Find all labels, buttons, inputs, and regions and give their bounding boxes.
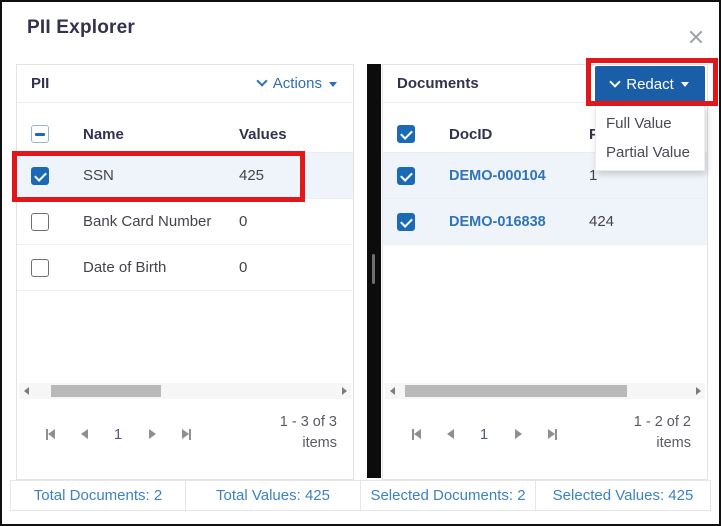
scrollbar-track[interactable] [33,383,337,399]
selected-documents-stat: Selected Documents: 2 [360,481,535,510]
chevron-down-icon [256,75,268,87]
horizontal-scrollbar[interactable] [19,383,351,399]
row-checkbox[interactable] [31,212,49,231]
table-row-doc2[interactable]: DEMO-016838 424 [383,199,707,245]
scroll-right-icon[interactable] [337,383,351,399]
scrollbar-track[interactable] [399,383,691,399]
table-row-date-of-birth[interactable]: Date of Birth 0 [17,245,353,291]
next-page-button[interactable] [501,419,535,449]
scroll-right-icon[interactable] [691,383,705,399]
pager-info: 1 - 2 of 2 items [634,408,691,460]
docid-link[interactable]: DEMO-000104 [449,168,546,184]
row-checkbox[interactable] [397,212,415,231]
panel-splitter[interactable] [367,64,381,478]
pii-values-cell: 0 [239,259,248,276]
selected-values-stat: Selected Values: 425 [535,481,710,510]
next-page-button[interactable] [135,419,169,449]
menu-item-full-value[interactable]: Full Value [606,115,672,132]
pii-panel-header: PII Actions [17,65,353,103]
close-icon [688,29,704,45]
pii-name-cell: Bank Card Number [83,213,212,230]
current-page-button[interactable]: 1 [479,425,489,443]
chevron-down-icon [609,75,621,88]
row-checkbox[interactable] [397,166,415,185]
total-values-stat: Total Values: 425 [185,481,360,510]
redact-button-label: Redact [626,75,674,93]
scrollbar-thumb[interactable] [404,385,627,397]
scroll-left-icon[interactable] [385,383,399,399]
pii-name-cell: SSN [83,167,114,184]
dropdown-caret-icon [329,81,337,87]
pii-values-cell: 0 [239,213,248,230]
column-header-values[interactable]: Values [239,125,287,143]
select-all-checkbox[interactable] [397,125,415,143]
prev-page-button[interactable] [433,419,467,449]
page-title: PII Explorer [27,17,135,38]
pii-panel-title: PII [31,75,50,92]
pager-info: 1 - 3 of 3 items [280,408,337,460]
last-page-button[interactable] [535,419,569,449]
documents-panel-header: Documents Redact [383,65,707,103]
table-row-bank-card[interactable]: Bank Card Number 0 [17,199,353,245]
actions-dropdown-label: Actions [272,75,322,92]
dropdown-caret-icon [680,82,689,87]
close-button[interactable] [687,28,705,46]
current-page-button[interactable]: 1 [113,425,123,443]
row-checkbox[interactable] [31,166,49,185]
column-header-values[interactable]: P [589,125,600,143]
pager-info-unit: items [656,435,691,451]
total-documents-stat: Total Documents: 2 [33,487,163,504]
documents-panel-title: Documents [397,75,479,92]
prev-page-button[interactable] [67,419,101,449]
doc-values-cell: 1 [589,167,598,184]
doc-values-cell: 424 [589,213,615,230]
menu-item-partial-value[interactable]: Partial Value [606,144,690,161]
column-header-name[interactable]: Name [83,125,124,143]
last-page-button[interactable] [169,419,203,449]
splitter-handle-icon [372,254,375,284]
pii-table-header: Name Values [17,116,353,153]
pii-panel: PII Actions Name Values SSN 425 Bank Car… [16,64,354,480]
select-all-checkbox[interactable] [31,125,49,143]
docid-link[interactable]: DEMO-016838 [449,214,546,230]
first-page-button[interactable] [33,419,67,449]
pager-info-range: 1 - 2 of 2 [633,414,691,430]
first-page-button[interactable] [399,419,433,449]
scroll-left-icon[interactable] [19,383,33,399]
redact-button[interactable]: Redact [595,66,705,102]
documents-table-header: DocID P [383,116,707,153]
pager-info-unit: items [302,435,337,451]
pii-values-cell: 425 [239,167,265,184]
table-row-ssn[interactable]: SSN 425 [17,153,353,199]
redact-dropdown-menu: Full Value Partial Value [595,105,705,171]
pii-name-cell: Date of Birth [83,259,167,276]
pager-info-range: 1 - 3 of 3 [279,414,337,430]
row-checkbox[interactable] [31,258,49,277]
totals-footer: Total Documents: 2 Total Values: 425 Sel… [10,480,711,511]
scrollbar-thumb[interactable] [51,385,161,397]
actions-dropdown-button[interactable]: Actions [256,75,339,92]
pii-pager: 1 1 - 3 of 3 items [17,408,353,460]
documents-pager: 1 1 - 2 of 2 items [383,408,707,460]
column-header-docid[interactable]: DocID [449,125,493,143]
horizontal-scrollbar[interactable] [385,383,705,399]
